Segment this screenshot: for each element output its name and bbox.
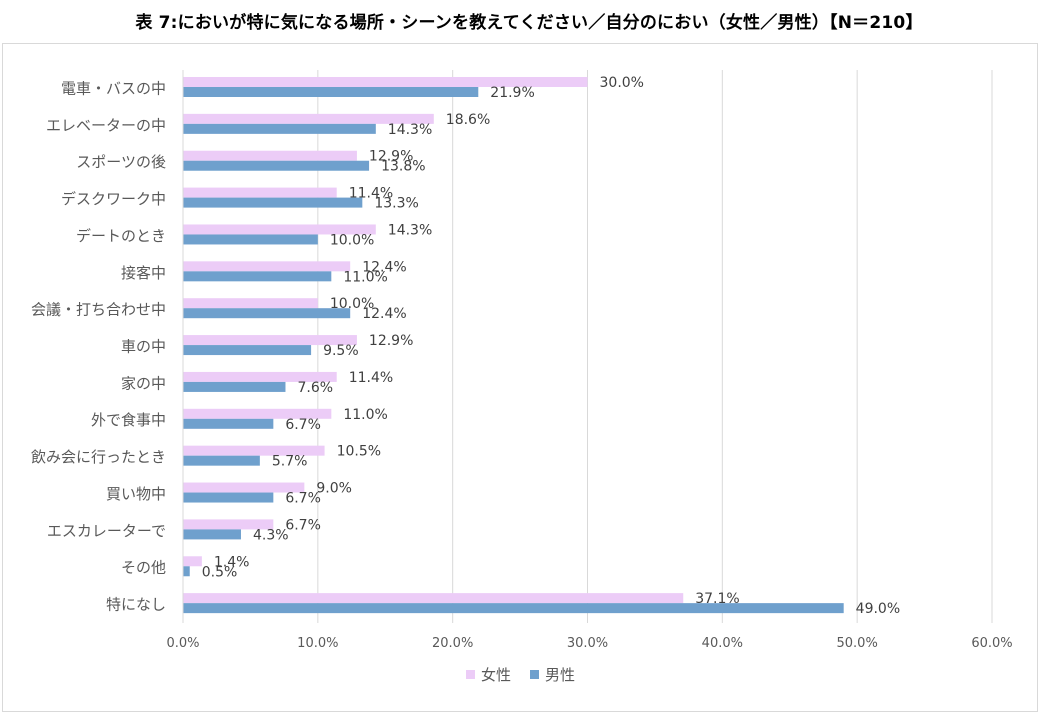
data-label: 6.7%	[285, 417, 321, 433]
data-label: 9.0%	[316, 481, 352, 497]
category-label: その他	[121, 559, 166, 577]
bar-female	[183, 482, 305, 493]
bar-female	[183, 224, 376, 235]
category-label: スポーツの後	[76, 153, 166, 171]
data-label: 9.5%	[323, 343, 359, 359]
category-label: 買い物中	[106, 485, 166, 503]
data-label: 11.0%	[343, 407, 387, 423]
bar-female	[183, 445, 325, 456]
bar-male	[183, 87, 479, 97]
data-label: 21.9%	[490, 85, 534, 101]
category-label: 外で食事中	[91, 411, 166, 429]
bar-male	[183, 308, 351, 319]
data-label: 13.3%	[374, 196, 418, 212]
category-label: エレベーターの中	[46, 116, 166, 134]
category-label: 車の中	[121, 338, 166, 356]
data-label: 12.4%	[362, 259, 406, 275]
data-label: 0.5%	[202, 564, 238, 580]
category-label: エスカレーターで	[47, 522, 166, 540]
bar-male	[183, 381, 286, 392]
bar-female	[183, 77, 588, 87]
bar-female	[183, 519, 274, 530]
legend-label: 男性	[545, 666, 575, 684]
data-label: 7.6%	[297, 380, 333, 396]
data-label: 6.7%	[285, 491, 321, 507]
x-tick-label: 0.0%	[166, 636, 199, 651]
bar-female	[183, 593, 684, 604]
category-label: 接客中	[121, 264, 166, 282]
bar-female	[183, 298, 318, 309]
bar-male	[183, 197, 363, 208]
x-tick-label: 20.0%	[432, 636, 473, 651]
category-label: 特になし	[106, 596, 166, 614]
x-tick-label: 30.0%	[567, 636, 608, 651]
data-label: 49.0%	[856, 601, 900, 617]
bar-female	[183, 556, 202, 567]
x-tick-label: 60.0%	[971, 636, 1012, 651]
legend-swatch	[530, 670, 539, 679]
data-label: 14.3%	[388, 122, 432, 138]
category-label: 飲み会に行ったとき	[31, 448, 166, 466]
bar-female	[183, 408, 332, 419]
bar-male	[183, 566, 190, 577]
bar-female	[183, 187, 337, 198]
category-label: デスクワーク中	[61, 190, 166, 208]
bar-male	[183, 492, 274, 503]
data-label: 10.5%	[337, 444, 381, 460]
data-label: 1.4%	[214, 554, 250, 570]
bar-female	[183, 150, 357, 161]
data-label: 12.4%	[362, 306, 406, 322]
bar-female	[183, 261, 351, 272]
bar-female	[183, 371, 337, 382]
data-label: 12.9%	[369, 333, 413, 349]
chart-title: 表 7:においが特に気になる場所・シーンを教えてください／自分のにおい（女性／男…	[135, 13, 923, 33]
bar-male	[183, 418, 274, 429]
bar-male	[183, 455, 260, 466]
legend-swatch	[466, 670, 475, 679]
data-label: 4.3%	[253, 527, 289, 543]
bar-male	[183, 603, 844, 614]
x-tick-label: 40.0%	[702, 636, 743, 651]
category-label: 会議・打ち合わせ中	[31, 301, 166, 319]
legend-label: 女性	[481, 666, 511, 684]
data-label: 13.8%	[381, 159, 425, 175]
data-label: 10.0%	[330, 232, 374, 248]
bar-male	[183, 123, 376, 134]
data-label: 6.7%	[285, 517, 321, 533]
data-label: 11.4%	[349, 370, 393, 386]
bar-male	[183, 160, 370, 171]
data-label: 18.6%	[446, 112, 490, 128]
data-label: 30.0%	[600, 75, 644, 91]
data-label: 14.3%	[388, 222, 432, 238]
category-label: 家の中	[121, 374, 166, 392]
bar-male	[183, 271, 332, 282]
data-label: 5.7%	[272, 454, 308, 470]
x-tick-label: 50.0%	[837, 636, 878, 651]
bar-male	[183, 345, 312, 356]
bar-female	[183, 113, 434, 124]
data-label: 11.0%	[343, 269, 387, 285]
bar-male	[183, 529, 241, 540]
category-label: 電車・バスの中	[61, 79, 166, 97]
bar-female	[183, 335, 357, 346]
data-label: 12.9%	[369, 149, 413, 165]
bar-male	[183, 234, 318, 245]
category-label: デートのとき	[76, 227, 166, 245]
x-tick-label: 10.0%	[297, 636, 338, 651]
